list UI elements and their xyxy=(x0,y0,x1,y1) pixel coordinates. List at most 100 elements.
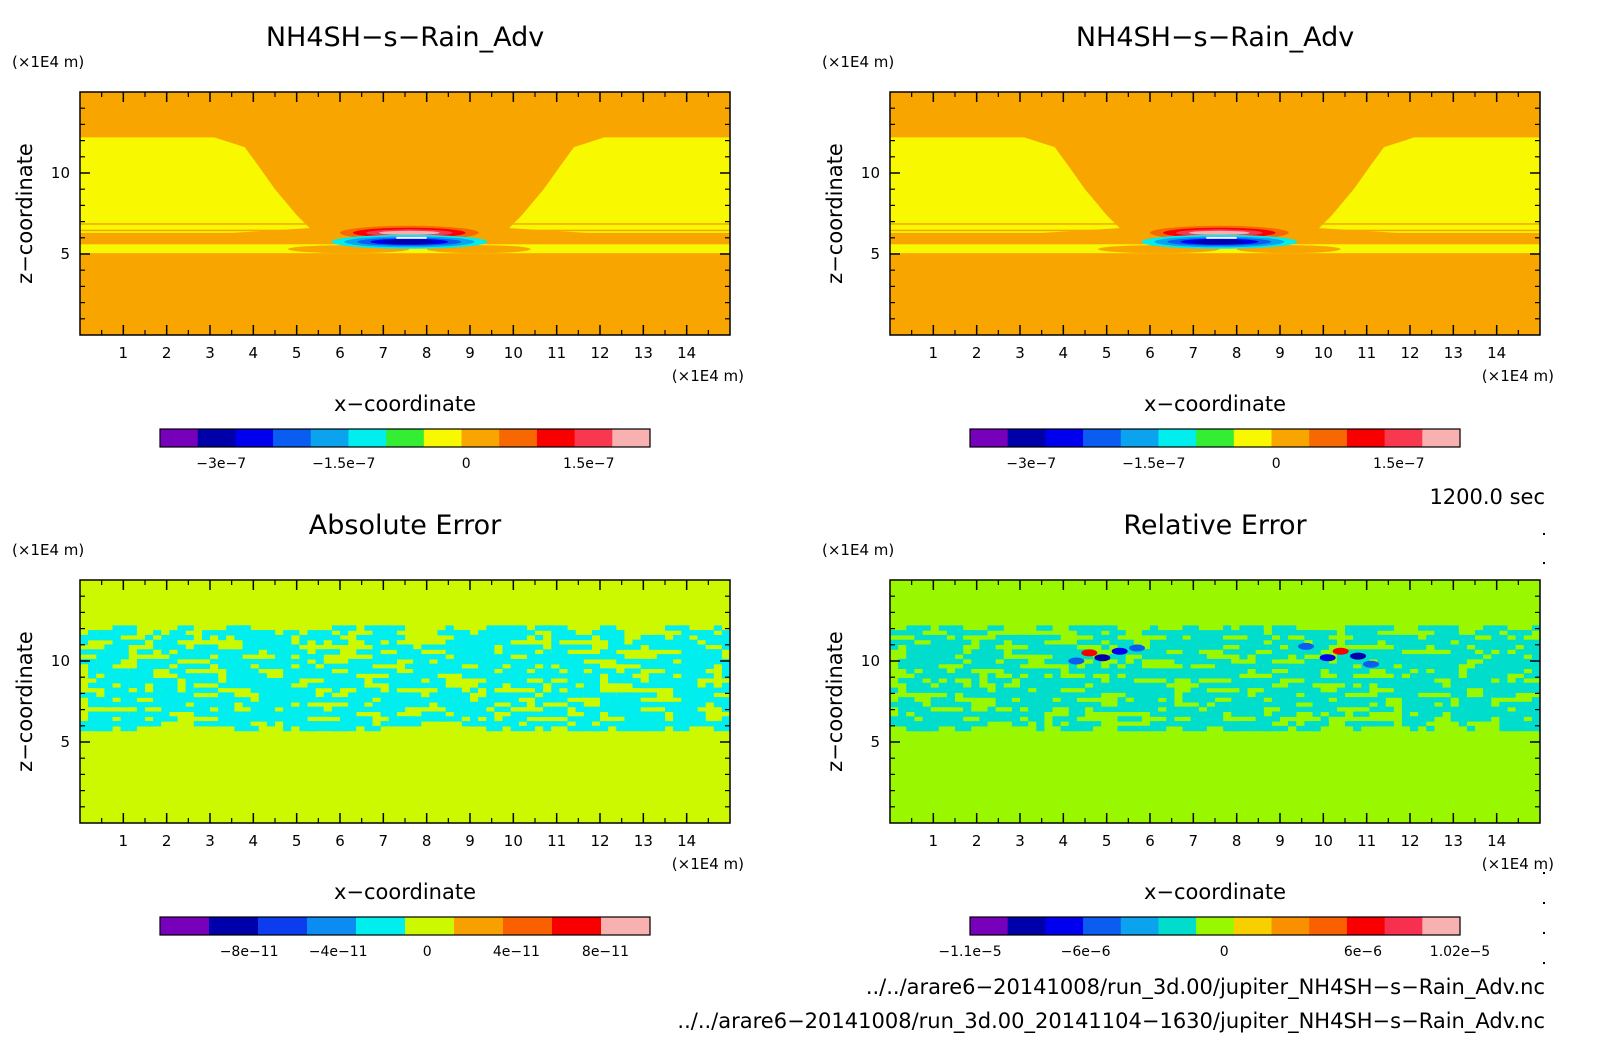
field-cell xyxy=(1255,725,1272,732)
field-cell xyxy=(331,687,340,693)
field-cell xyxy=(405,673,430,679)
field-cell xyxy=(526,692,535,698)
colorbar-tick-label: 1.5e−7 xyxy=(563,456,615,472)
field-cell xyxy=(906,630,923,636)
field-cell xyxy=(689,658,698,665)
field-cell xyxy=(1198,692,1207,698)
field-cell xyxy=(1166,678,1175,684)
field-cell xyxy=(1515,711,1540,717)
field-cell xyxy=(445,663,462,669)
field-cell xyxy=(1150,639,1159,645)
field-cell xyxy=(559,682,576,689)
colorbar-tick-label: −1.1e−5 xyxy=(938,944,1001,960)
field-cell xyxy=(600,701,617,708)
field-cell xyxy=(697,663,706,669)
field-cell xyxy=(1418,711,1435,717)
field-cell xyxy=(413,701,430,708)
field-cell xyxy=(906,625,931,631)
colorbar-swatch xyxy=(405,917,455,935)
field-cell xyxy=(1369,630,1378,636)
field-cell xyxy=(1150,673,1175,679)
colorbar-tick-label: 6e−6 xyxy=(1344,944,1382,960)
field-cell xyxy=(1239,697,1248,703)
field-cell xyxy=(1060,692,1077,698)
field-cell xyxy=(1255,716,1280,722)
colorbar-swatch xyxy=(1422,917,1461,935)
field-cell xyxy=(210,711,235,717)
x-tick-label: 10 xyxy=(504,832,523,850)
field-cell xyxy=(1125,716,1142,722)
field-cell xyxy=(1345,625,1370,631)
field-cell xyxy=(1410,716,1419,722)
field-cell xyxy=(1215,634,1224,641)
field-cell xyxy=(494,658,503,665)
field-cell xyxy=(1320,663,1345,669)
field-cell xyxy=(120,630,137,636)
field-cell xyxy=(1141,682,1150,689)
field-cell xyxy=(104,687,121,693)
field-cell xyxy=(930,658,939,665)
field-cell xyxy=(559,663,576,669)
field-cell xyxy=(445,697,454,703)
field-cell xyxy=(348,678,365,684)
field-cell xyxy=(1190,716,1215,722)
field-cell xyxy=(405,721,422,727)
field-cell xyxy=(963,654,980,660)
field-cell xyxy=(413,663,422,669)
field-cell xyxy=(906,687,915,693)
field-cell xyxy=(226,663,251,669)
field-cell xyxy=(955,634,964,641)
field-cell xyxy=(120,697,137,703)
field-cell xyxy=(689,692,698,698)
colorbar-swatch xyxy=(1158,917,1197,935)
field-negative-lobe xyxy=(383,239,436,244)
field-cell xyxy=(112,721,137,727)
field-cell xyxy=(372,654,381,660)
field-cell xyxy=(632,658,649,665)
field-cell xyxy=(112,634,121,641)
field-cell xyxy=(153,644,162,650)
field-cell xyxy=(543,711,568,717)
colorbar-swatch xyxy=(1271,917,1310,935)
field-cell xyxy=(1296,697,1321,703)
field-cell xyxy=(275,634,292,641)
field-cell xyxy=(1052,701,1069,708)
field-cell xyxy=(478,630,495,636)
field-cell xyxy=(689,673,714,679)
field-cell xyxy=(291,692,300,698)
field-cell xyxy=(1515,649,1532,655)
field-cell xyxy=(315,706,324,712)
field-cell xyxy=(1239,682,1256,689)
field-cell xyxy=(177,644,186,650)
field-cell xyxy=(1133,663,1142,669)
field-cell xyxy=(388,658,397,665)
field-cell xyxy=(1336,654,1354,660)
field-cell xyxy=(177,673,202,679)
colorbar-swatch xyxy=(1045,429,1084,447)
field-cell xyxy=(681,654,706,660)
field-cell xyxy=(177,625,194,631)
chart-panel-3: Absolute Error(×1E4 m)1 2 3 4 5 6 7 8 9 10 11 12 13 1… xyxy=(12,510,744,960)
x-tick-label: 6 xyxy=(1145,832,1155,850)
colorbar-swatch xyxy=(160,429,199,447)
field-cell xyxy=(551,654,560,660)
field-cell xyxy=(608,644,625,650)
field-cell xyxy=(518,692,527,698)
field-cell xyxy=(673,701,690,708)
field-cell xyxy=(1028,692,1053,698)
field-cell xyxy=(1255,668,1272,674)
field-cell xyxy=(1280,687,1289,693)
colorbar-swatch xyxy=(612,429,651,447)
field-cell xyxy=(266,721,275,727)
field-cell xyxy=(421,716,430,722)
x-tick-label: 10 xyxy=(1314,344,1333,362)
field-cell xyxy=(721,668,730,674)
field-cell xyxy=(486,630,503,636)
field-cell xyxy=(1401,634,1410,641)
field-cell xyxy=(1028,711,1045,717)
field-cell xyxy=(1223,630,1232,636)
field-cell xyxy=(136,687,145,693)
field-cell xyxy=(437,716,462,722)
field-cell xyxy=(697,687,714,693)
field-cell xyxy=(494,706,511,712)
